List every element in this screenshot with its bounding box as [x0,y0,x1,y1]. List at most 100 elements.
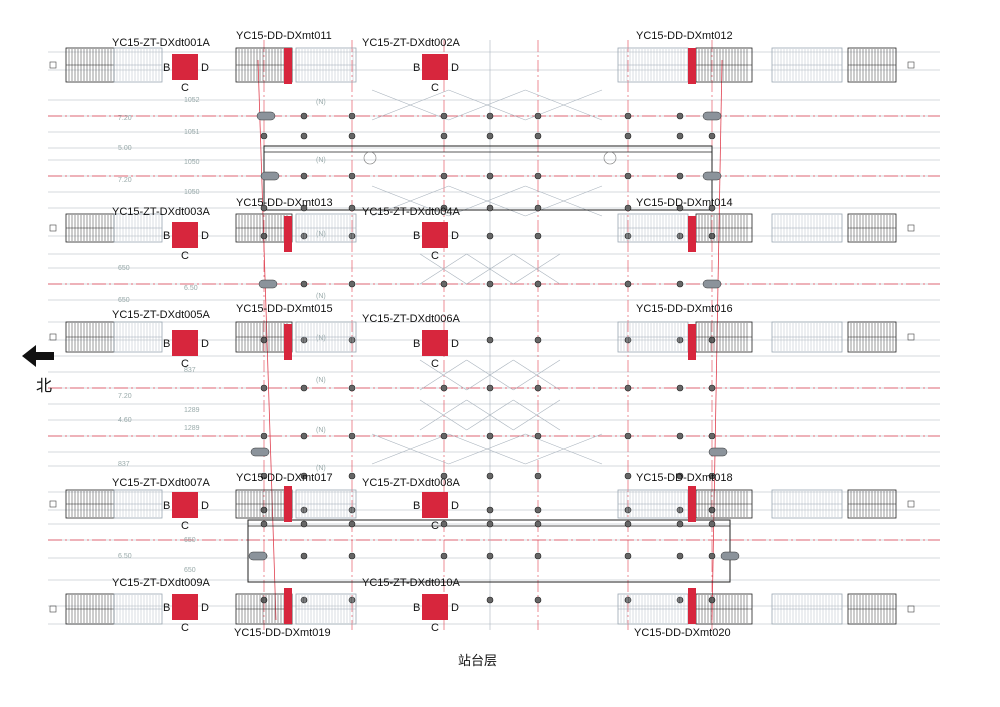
hatch-area [419,399,561,431]
structural-column [534,472,542,480]
structural-column [624,432,632,440]
structural-column [624,132,632,140]
structural-column [486,472,494,480]
structural-column [676,384,684,392]
dd-device-label: YC15-DD-DXmt013 [236,197,333,209]
structural-column [534,596,542,604]
structural-column [260,520,268,528]
zt-device-label: YC15-ZT-DXdt007A [112,477,210,489]
end-mark [49,333,57,341]
structural-column [486,204,494,212]
end-mark [49,500,57,508]
structural-column [534,520,542,528]
column-tag: (N) [316,99,326,106]
structural-column [676,520,684,528]
structural-column [260,384,268,392]
hatch-stroke [419,253,467,285]
zt-device-label: YC15-ZT-DXdt004A [362,206,460,218]
structural-column [708,596,716,604]
hatch-stroke [448,185,526,217]
structural-column [534,552,542,560]
dimension-label: 837 [118,461,130,468]
hatch-stroke [525,433,603,465]
structural-column [708,520,716,528]
dimension-label: 1050 [184,189,200,196]
structural-column [300,596,308,604]
face-c: C [181,250,189,262]
structural-column [676,280,684,288]
face-b: B [413,230,420,242]
hatch-stroke [466,253,514,285]
structural-column [348,280,356,288]
structural-column [534,336,542,344]
column-pill [258,279,278,289]
structural-column [440,520,448,528]
column-pill [702,171,722,181]
structural-column [348,172,356,180]
end-mark [49,224,57,232]
structural-column [348,552,356,560]
dimension-label: 4.60 [118,417,132,424]
escalator-right [695,47,753,83]
zt-device-label: YC15-ZT-DXdt003A [112,206,210,218]
zt-device-label: YC15-ZT-DXdt009A [112,577,210,589]
dimension-label: 837 [184,367,196,374]
dd-device-label: YC15-DD-DXmt018 [636,472,733,484]
dimension-label: 1051 [184,129,200,136]
structural-column [534,232,542,240]
dimension-label: 1050 [184,159,200,166]
device-marker [422,330,448,356]
structural-column [440,204,448,212]
dd-device-bar [284,216,292,252]
face-b: B [163,230,170,242]
north-indicator: 北 [22,345,54,395]
dd-device-bar [284,324,292,360]
structural-column [624,472,632,480]
escalator-right-faint [617,213,689,243]
structural-column [440,432,448,440]
column-tag: (N) [316,335,326,342]
dd-device-bar [688,588,696,624]
structural-column [348,132,356,140]
face-c: C [181,520,189,532]
stair-left-faint [113,321,163,353]
dd-device-label: YC15-DD-DXmt017 [236,472,333,484]
escalator-right [695,489,753,519]
escalator-left-faint [295,593,357,625]
hatch-area [419,253,561,285]
dd-device-bar [284,48,292,84]
zt-device-label: YC15-ZT-DXdt006A [362,313,460,325]
structural-column [300,172,308,180]
concourse-outline [247,519,731,583]
structural-column [676,232,684,240]
dd-device-bar [688,486,696,522]
column-pill [256,111,276,121]
end-mark [49,61,57,69]
face-b: B [163,338,170,350]
hatch-stroke [513,359,561,391]
dd-device-bar [688,216,696,252]
structural-column [300,520,308,528]
structural-column [486,280,494,288]
end-mark [907,605,915,613]
structural-column [676,596,684,604]
face-d: D [451,62,459,74]
structural-column [708,204,716,212]
structural-column [708,472,716,480]
structural-column [300,280,308,288]
structural-column [348,506,356,514]
face-b: B [163,500,170,512]
dd-device-label: YC15-DD-DXmt019 [234,627,331,639]
structural-column [348,472,356,480]
stair-right-faint [771,593,843,625]
end-mark [49,605,57,613]
structural-column [676,204,684,212]
north-label: 北 [36,376,52,395]
dd-device-label: YC15-DD-DXmt011 [236,30,332,42]
escalator-right-faint [617,47,689,83]
stair-right-faint [771,489,843,519]
structural-column [486,232,494,240]
stair-right-faint [771,47,843,83]
structural-column [676,472,684,480]
arrow-left-icon [22,345,54,367]
